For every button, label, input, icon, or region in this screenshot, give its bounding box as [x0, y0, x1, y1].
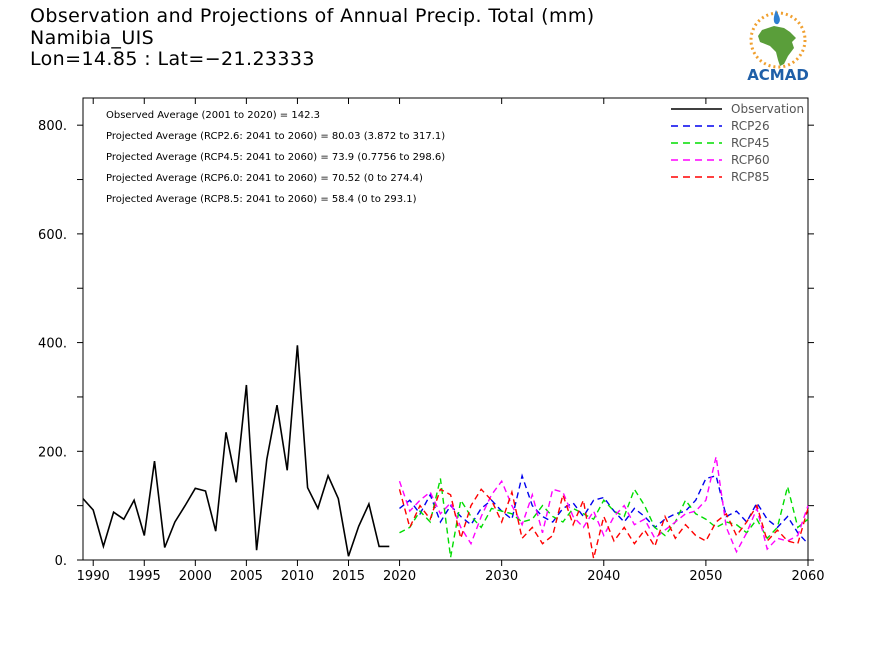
stat-line: Projected Average (RCP2.6: 2041 to 2060)… — [106, 131, 445, 142]
africa-map-icon — [758, 26, 796, 66]
logo-text: ACMAD — [747, 66, 809, 84]
chart-title: Observation and Projections of Annual Pr… — [30, 5, 595, 27]
acmad-logo: ACMAD — [747, 10, 809, 84]
y-tick-label: 200. — [38, 445, 67, 460]
series-line-rcp85 — [398, 488, 809, 559]
x-tick-label: 2040 — [587, 569, 620, 584]
x-tick-label: 2005 — [230, 569, 263, 584]
y-tick-label: 600. — [38, 228, 67, 243]
legend-label: RCP45 — [731, 136, 770, 150]
plot-frame — [82, 97, 809, 561]
water-drop-icon — [773, 10, 780, 25]
legend-label: Observation — [731, 102, 804, 116]
x-tick-label: 2015 — [332, 569, 365, 584]
x-tick-label: 1990 — [77, 569, 110, 584]
x-tick-label: 2020 — [383, 569, 416, 584]
x-tick-label: 2030 — [485, 569, 518, 584]
series-line-rcp26 — [399, 473, 809, 545]
station-coordinates: Lon=14.85 : Lat=−21.23333 — [30, 48, 315, 70]
x-tick-label: 2060 — [791, 569, 824, 584]
chart-title-block: Observation and Projections of Annual Pr… — [30, 5, 595, 71]
sun-rays-icon — [749, 11, 807, 69]
x-tick-label: 2010 — [281, 569, 314, 584]
y-tick-label: 0. — [55, 554, 67, 569]
y-tick-label: 800. — [38, 119, 67, 134]
x-tick-label: 1995 — [128, 569, 161, 584]
stat-line: Observed Average (2001 to 2020) = 142.3 — [106, 110, 320, 121]
stat-line: Projected Average (RCP6.0: 2041 to 2060)… — [106, 173, 423, 184]
series-line-rcp60 — [398, 456, 809, 554]
station-name: Namibia_UIS — [30, 26, 155, 49]
x-tick-label: 2000 — [179, 569, 212, 584]
legend-label: RCP60 — [731, 153, 770, 167]
stat-line: Projected Average (RCP8.5: 2041 to 2060)… — [106, 194, 417, 205]
x-tick-label: 2050 — [689, 569, 722, 584]
series-line-observation — [82, 345, 390, 557]
y-tick-label: 400. — [38, 337, 67, 352]
legend-label: RCP26 — [731, 119, 770, 133]
series-line-rcp45 — [399, 478, 809, 558]
legend-label: RCP85 — [731, 170, 770, 184]
stat-line: Projected Average (RCP4.5: 2041 to 2060)… — [106, 152, 445, 163]
